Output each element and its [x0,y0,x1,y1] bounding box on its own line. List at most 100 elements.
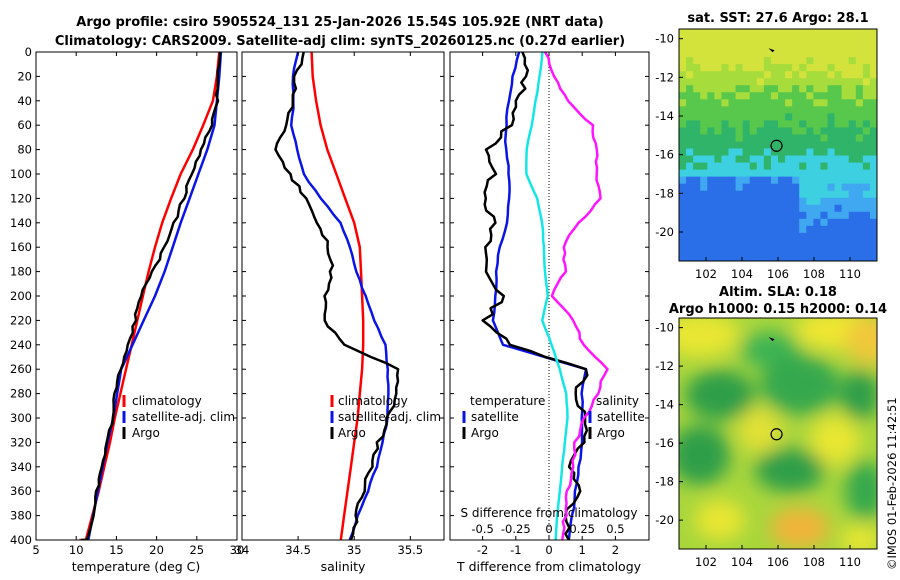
sst-cell [848,64,857,72]
sst-cell [714,218,722,227]
sst-cell [806,127,814,135]
sst-cell [714,225,722,234]
sst-cell [770,197,779,206]
sst-cell [756,225,765,234]
sst-cell [742,92,751,100]
sst-cell [756,36,765,44]
sst-cell [806,71,814,79]
sst-cell [728,120,736,128]
sst-cell [714,246,722,255]
sst-cell [749,197,758,206]
sst-cell [778,64,786,72]
sst-cell [735,120,744,128]
y-tick-label: 340 [10,460,32,474]
sst-cell [756,64,765,72]
sst-cell [806,36,814,44]
sst-cell [770,169,779,178]
sst-cell [756,155,765,163]
sst-cell [700,36,708,44]
sst-cell [735,127,744,135]
sst-cell [763,71,772,79]
sst-cell [834,36,843,44]
sst-cell [707,43,715,51]
sst-cell [728,211,736,220]
sst-cell [679,64,687,72]
lat-tick-label: -12 [655,359,674,373]
sst-cell [728,71,736,79]
sst-cell [756,29,765,37]
sst-cell [813,141,821,149]
sst-cell [707,64,715,72]
sst-cell [848,92,857,100]
sst-cell [820,85,828,93]
sst-cell [862,225,871,234]
sst-cell [770,120,779,128]
sst-cell [827,218,835,227]
sst-cell [693,78,701,86]
sst-cell [841,85,850,93]
sst-cell [728,246,736,255]
lat-tick-label: -14 [655,109,674,123]
sst-cell [869,64,878,72]
sst-cell [742,36,751,44]
sst-cell [756,148,765,156]
sst-cell [806,43,814,51]
sst-cell [763,148,772,156]
sst-cell [770,246,779,255]
sst-cell [679,50,687,58]
sst-cell [792,99,800,107]
legend-label-climatology: climatology [338,394,408,408]
sst-cell [693,169,701,178]
sst-cell [869,134,878,142]
sst-cell [827,43,835,51]
sst-cell [770,218,779,227]
sst-cell [855,134,864,142]
sst-cell [770,78,779,86]
sst-cell [721,183,729,192]
sst-cell [785,155,793,163]
sst-cell [686,106,694,114]
series-t-diff-argo [481,52,589,540]
sst-cell [721,64,729,72]
sst-cell [841,225,850,234]
sst-cell [862,92,871,100]
sst-cell [820,176,828,185]
sst-cell [742,113,751,121]
sst-cell [714,176,722,185]
sst-cell [749,162,758,171]
sst-cell [714,113,722,121]
sst-cell [862,134,871,142]
sst-cell [841,176,850,185]
sst-cell [700,92,708,100]
sst-cell [778,148,786,156]
sst-cell [749,78,758,86]
y-tick-label: 160 [10,240,32,254]
sst-cell [770,183,779,192]
sst-cell [735,176,744,185]
top-tick-label: 0.25 [569,522,595,536]
sst-cell [792,225,800,234]
sst-cell [700,99,708,107]
sst-cell [749,29,758,37]
sst-cell [841,169,850,178]
sst-cell [749,134,758,142]
sst-cell [827,190,835,199]
temperature-panel: 0 20 40 60 80 100 120 140 160 180 200 220 240 260 280 3… [10,45,244,574]
sst-cell [862,78,871,86]
sst-cell [728,239,736,248]
sst-cell [693,148,701,156]
sst-cell [763,232,772,241]
sst-cell [848,127,857,135]
sst-cell [841,246,850,255]
sst-cell [721,99,729,107]
sst-cell [862,204,871,213]
sst-cell [735,43,744,51]
sst-cell [806,106,814,114]
sst-cell [742,64,751,72]
sst-cell [749,57,758,65]
sst-cell [735,106,744,114]
sst-cell [869,218,878,227]
sst-cell [721,36,729,44]
sst-cell [693,204,701,213]
sst-cell [686,232,694,241]
